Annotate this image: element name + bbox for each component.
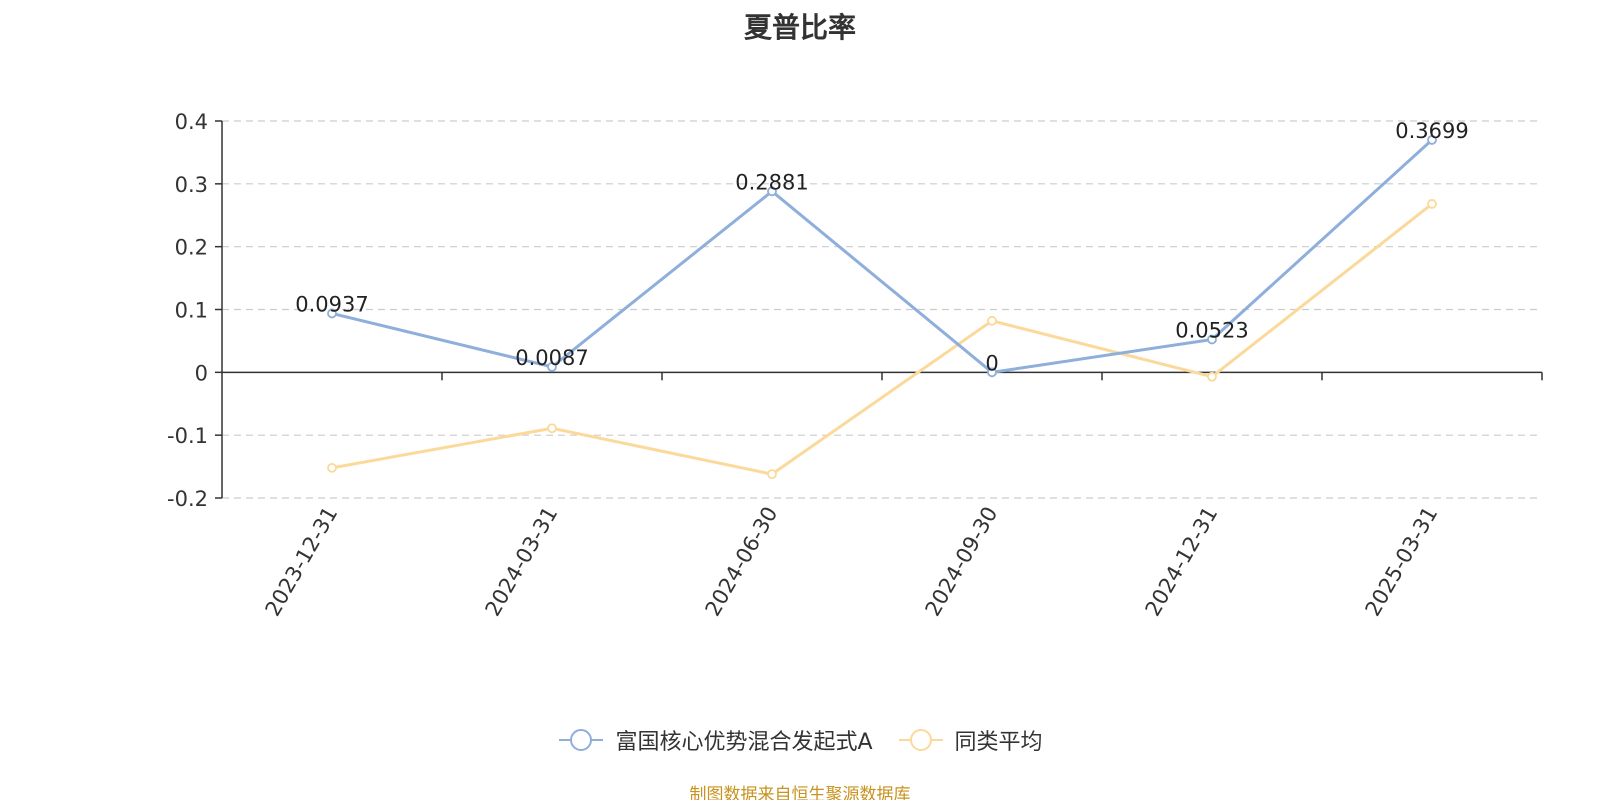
legend-label-fund: 富国核心优势混合发起式A xyxy=(615,730,873,755)
series-1-point xyxy=(1207,371,1217,382)
series-1-point xyxy=(1427,199,1437,209)
data-label: 0.2881 xyxy=(735,170,808,194)
series-1-point xyxy=(767,469,777,480)
data-label: 0.0937 xyxy=(295,292,368,316)
series-1-point xyxy=(327,462,337,473)
series-1-point xyxy=(987,315,997,326)
data-label: 0.0523 xyxy=(1175,318,1248,342)
series-0-point xyxy=(1427,135,1437,145)
y-tick-label: 0 xyxy=(195,361,208,385)
legend-item-fund[interactable]: 富国核心优势混合发起式A xyxy=(557,724,873,756)
data-label: 0 xyxy=(985,351,998,375)
series-0-point xyxy=(547,361,557,372)
line-chart: -0.2 -0.1 0 0.1 0.2 0.3 0.4 2023-12-31 2024-03-3… xyxy=(167,110,1543,621)
x-tick-label: 2024-03-31 xyxy=(481,503,563,621)
x-tick-label: 2024-09-30 xyxy=(921,503,1003,621)
series-0-point xyxy=(767,186,777,197)
series-line-1 xyxy=(331,202,1433,476)
y-tick-label: -0.2 xyxy=(167,487,208,511)
source-note: 制图数据来自恒生聚源数据库 xyxy=(689,785,911,800)
legend-label-peer-average: 同类平均 xyxy=(954,730,1043,755)
data-label: 0.3699 xyxy=(1395,119,1468,143)
series-0-point xyxy=(327,308,337,319)
chart-title: 夏普比率 xyxy=(743,11,856,44)
y-tick-label: 0.2 xyxy=(175,236,208,260)
series-1-point xyxy=(547,423,557,434)
x-tick-label: 2025-03-31 xyxy=(1361,503,1443,621)
series-line-0 xyxy=(331,138,1434,374)
series-0-point xyxy=(987,367,997,378)
data-label: 0.0087 xyxy=(515,346,588,370)
y-tick-label: 0.3 xyxy=(175,173,208,197)
x-tick-label: 2024-06-30 xyxy=(701,503,783,621)
series-0-point xyxy=(1207,334,1217,345)
x-tick-label: 2023-12-31 xyxy=(261,503,343,621)
chart-legend: 富国核心优势混合发起式A 同类平均 xyxy=(0,724,1600,756)
legend-swatch-peer-icon xyxy=(897,728,945,752)
y-tick-label: -0.1 xyxy=(167,424,208,448)
y-tick-label: 0.4 xyxy=(175,110,208,134)
legend-item-peer-average[interactable]: 同类平均 xyxy=(897,724,1043,756)
y-tick-label: 0.1 xyxy=(175,299,208,323)
x-tick-label: 2024-12-31 xyxy=(1141,503,1223,621)
legend-swatch-fund-icon xyxy=(557,728,605,752)
